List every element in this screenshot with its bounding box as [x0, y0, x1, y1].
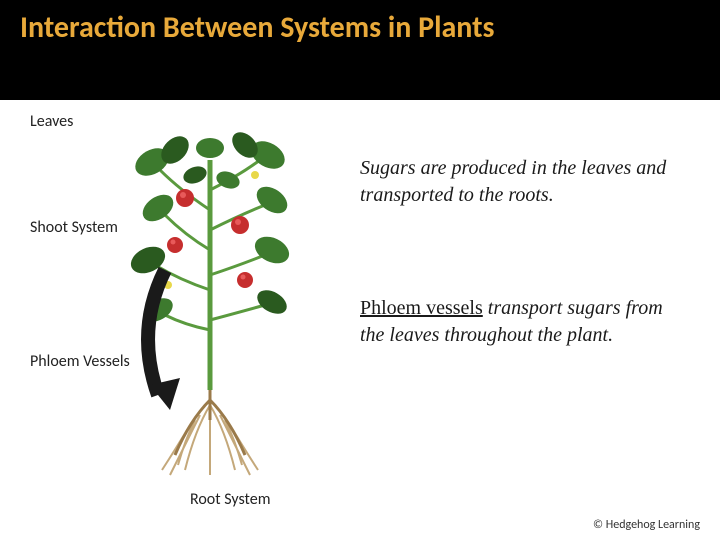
paragraph-2-term: Phloem vessels [360, 297, 483, 319]
label-root-system: Root System [190, 490, 270, 509]
phloem-arrow-icon [148, 270, 180, 410]
title-bar: Interaction Between Systems in Plants [0, 0, 720, 100]
footer-copyright: © Hedgehog Learning [593, 518, 700, 532]
roots-icon [162, 390, 258, 475]
page-title: Interaction Between Systems in Plants [20, 10, 700, 46]
label-leaves: Leaves [30, 112, 73, 131]
plant-illustration [90, 120, 330, 490]
paragraph-2: Phloem vessels transport sugars from the… [360, 295, 690, 349]
content-area: Leaves Shoot System Phloem Vessels Root … [0, 100, 720, 540]
plant-diagram: Leaves Shoot System Phloem Vessels Root … [30, 100, 380, 520]
paragraph-1: Sugars are produced in the leaves and tr… [360, 155, 690, 209]
